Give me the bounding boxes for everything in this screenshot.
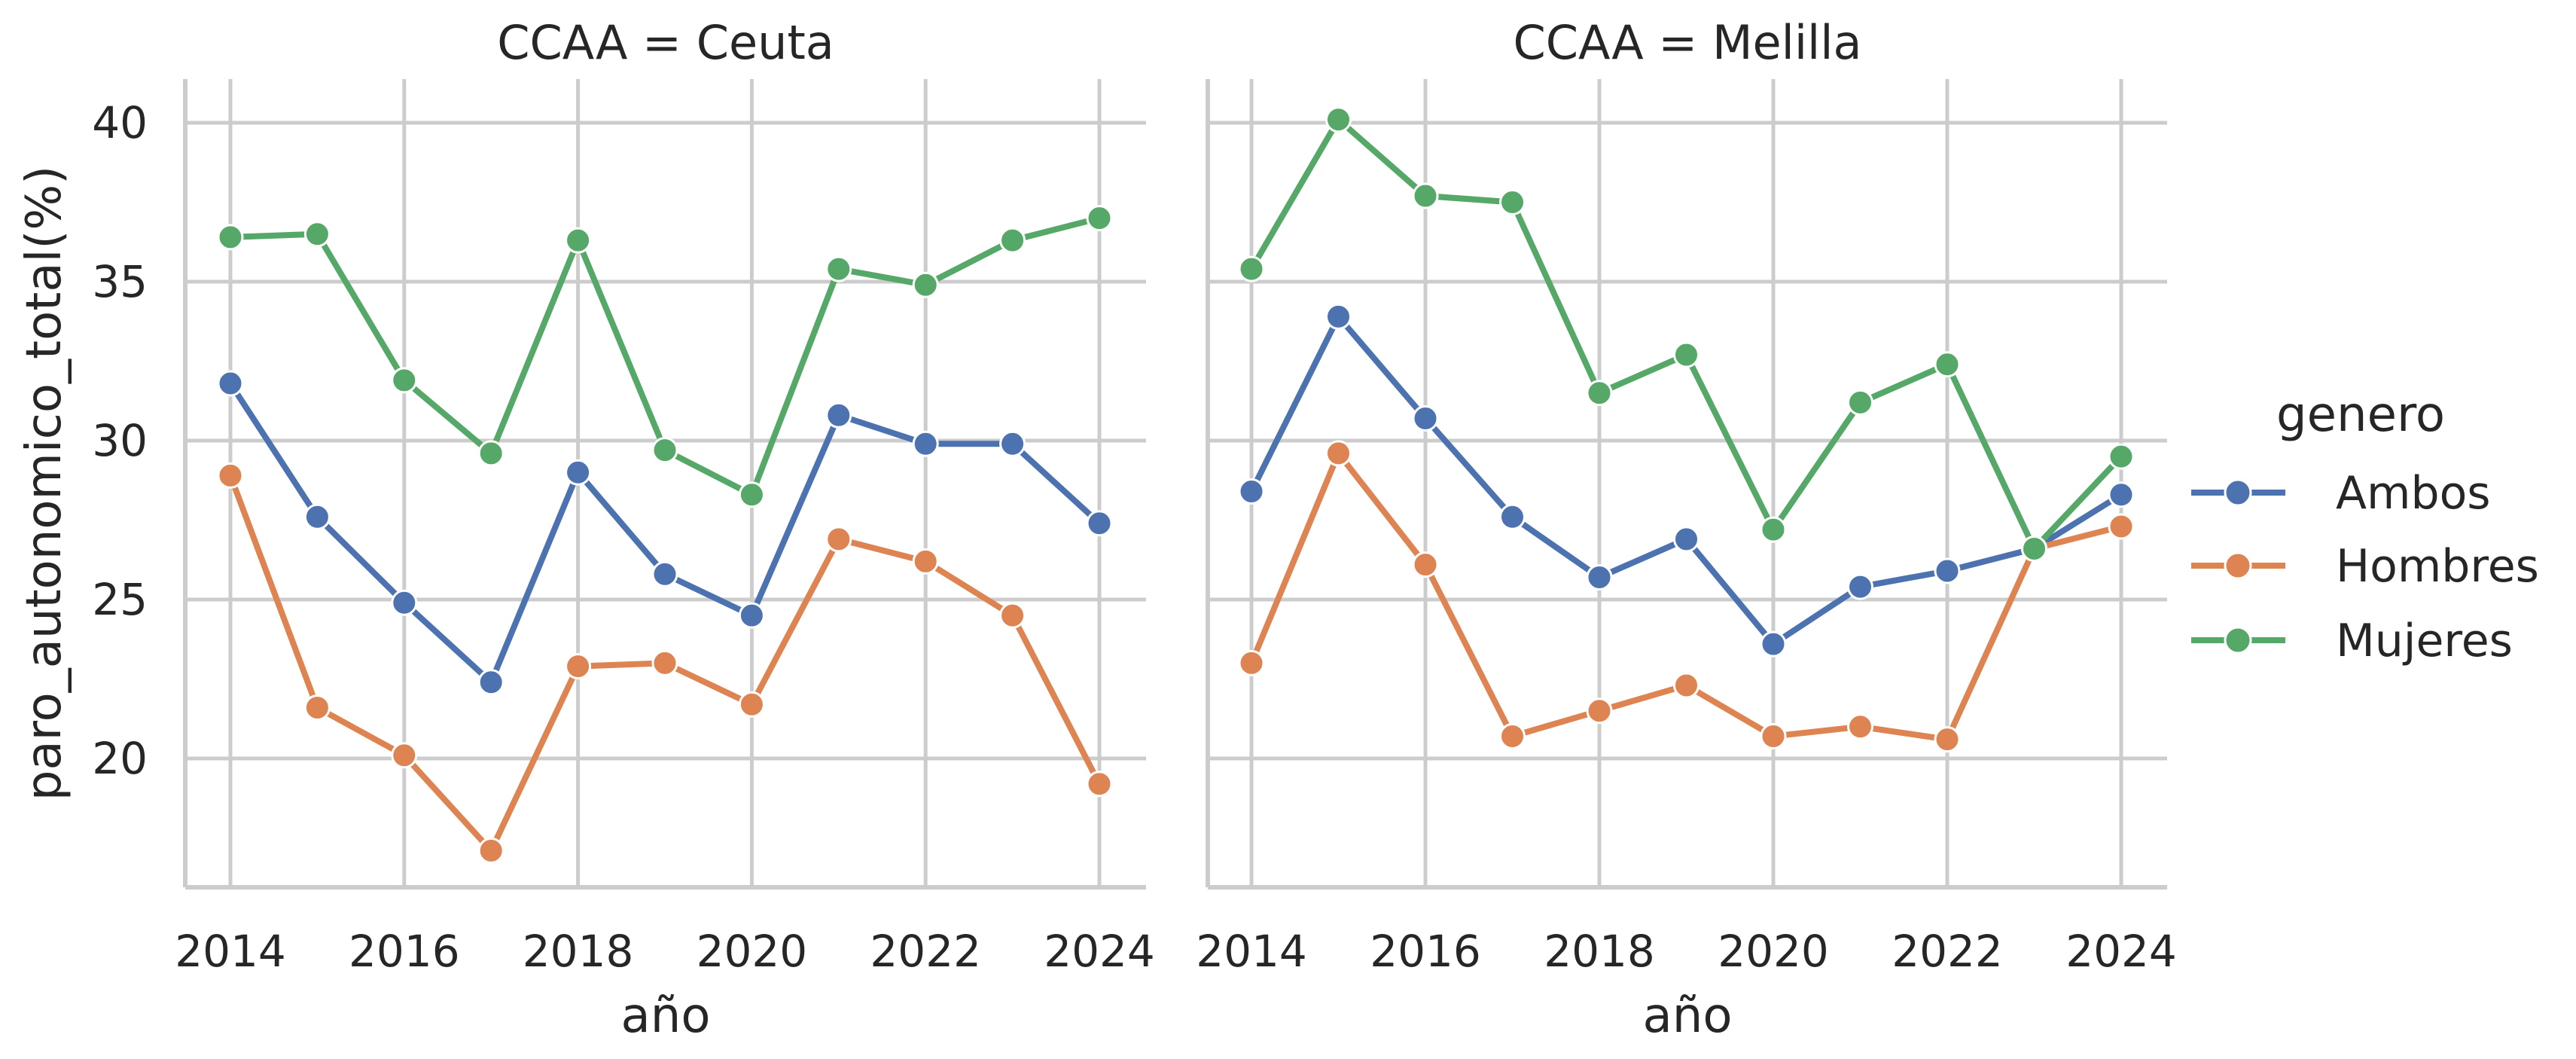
- data-point-hombres: [1673, 672, 1700, 699]
- legend-marker-hombres: [2224, 551, 2252, 580]
- data-point-hombres: [391, 742, 418, 769]
- data-point-hombres: [825, 526, 852, 553]
- data-point-mujeres: [651, 437, 678, 464]
- data-point-mujeres: [1086, 205, 1113, 232]
- data-point-mujeres: [1847, 389, 1873, 416]
- x-tick-label: 2014: [1196, 926, 1307, 977]
- data-point-hombres: [2108, 513, 2135, 540]
- data-point-ambos: [303, 503, 331, 530]
- series-line-mujeres: [1248, 116, 2124, 552]
- data-point-mujeres: [2021, 535, 2047, 562]
- data-point-ambos: [1086, 510, 1113, 537]
- data-point-mujeres: [1412, 182, 1439, 209]
- x-tick-label: 2024: [1044, 926, 1155, 977]
- data-point-mujeres: [999, 227, 1026, 254]
- data-point-hombres: [1934, 726, 1961, 753]
- x-tick-label: 2014: [175, 926, 286, 977]
- data-point-mujeres: [1586, 380, 1613, 407]
- data-point-hombres: [1412, 551, 1439, 578]
- y-tick-label: 35: [92, 256, 148, 307]
- data-point-mujeres: [912, 271, 939, 298]
- y-axis-label: paro_autonomico_total(%): [17, 166, 72, 801]
- legend-label-hombres: Hombres: [2336, 540, 2539, 593]
- data-point-hombres: [651, 649, 678, 676]
- data-point-hombres: [1238, 649, 1265, 676]
- data-point-hombres: [1586, 697, 1613, 725]
- data-point-mujeres: [303, 221, 331, 248]
- panel-title: CCAA = Ceuta: [497, 15, 834, 70]
- x-tick-label: 2022: [870, 926, 981, 977]
- x-tick-label: 2018: [523, 926, 634, 977]
- y-tick-label: 20: [92, 733, 148, 784]
- x-axis-label: año: [621, 988, 711, 1044]
- data-point-ambos: [565, 459, 592, 486]
- data-point-ambos: [1673, 526, 1700, 553]
- data-point-hombres: [303, 694, 331, 721]
- legend-marker-ambos: [2224, 478, 2252, 507]
- x-tick-label: 2020: [697, 926, 808, 977]
- data-point-hombres: [999, 602, 1026, 629]
- data-point-ambos: [1499, 503, 1526, 530]
- data-point-mujeres: [391, 367, 418, 394]
- data-point-ambos: [651, 560, 678, 587]
- x-tick-label: 2016: [349, 926, 460, 977]
- panel-title: CCAA = Melilla: [1513, 15, 1861, 70]
- data-point-hombres: [912, 548, 939, 575]
- legend-label-mujeres: Mujeres: [2336, 615, 2513, 667]
- data-point-mujeres: [477, 440, 505, 467]
- data-point-mujeres: [1325, 106, 1352, 133]
- data-point-hombres: [1847, 713, 1873, 740]
- data-point-ambos: [1412, 404, 1439, 432]
- data-point-ambos: [1847, 573, 1873, 600]
- data-point-ambos: [217, 370, 244, 397]
- data-point-mujeres: [2108, 443, 2135, 470]
- legend-label-ambos: Ambos: [2336, 467, 2491, 520]
- data-point-ambos: [912, 430, 939, 457]
- y-tick-label: 40: [92, 97, 148, 148]
- data-point-ambos: [1238, 478, 1265, 505]
- series-line-ambos: [227, 380, 1102, 685]
- data-point-mujeres: [1238, 255, 1265, 282]
- x-tick-label: 2020: [1718, 926, 1829, 977]
- data-point-ambos: [477, 669, 505, 696]
- x-tick-label: 2016: [1370, 926, 1481, 977]
- data-point-mujeres: [738, 481, 765, 508]
- data-point-hombres: [217, 462, 244, 489]
- data-point-ambos: [738, 602, 765, 629]
- data-point-mujeres: [565, 227, 592, 254]
- x-tick-label: 2022: [1892, 926, 2003, 977]
- data-point-ambos: [1325, 303, 1352, 330]
- data-point-mujeres: [1673, 341, 1700, 368]
- data-point-ambos: [2108, 481, 2135, 508]
- data-point-hombres: [738, 691, 765, 718]
- data-point-hombres: [477, 837, 505, 864]
- legend-marker-mujeres: [2224, 626, 2252, 655]
- data-point-hombres: [1760, 722, 1787, 749]
- data-point-hombres: [1325, 440, 1352, 467]
- data-point-ambos: [999, 430, 1026, 457]
- data-point-mujeres: [825, 255, 852, 282]
- y-tick-label: 30: [92, 415, 148, 466]
- x-axis-label: año: [1643, 988, 1733, 1044]
- data-point-ambos: [825, 401, 852, 429]
- x-tick-label: 2018: [1544, 926, 1655, 977]
- data-point-hombres: [1499, 722, 1526, 749]
- data-point-hombres: [565, 653, 592, 680]
- legend-title: genero: [2276, 387, 2445, 443]
- data-point-hombres: [1086, 771, 1113, 798]
- data-point-ambos: [1586, 563, 1613, 591]
- data-point-mujeres: [217, 224, 244, 251]
- data-point-mujeres: [1934, 351, 1961, 378]
- data-point-ambos: [1760, 630, 1787, 658]
- x-tick-label: 2024: [2065, 926, 2177, 977]
- data-point-mujeres: [1499, 189, 1526, 215]
- y-tick-label: 25: [92, 574, 148, 625]
- data-point-ambos: [391, 589, 418, 616]
- data-point-mujeres: [1760, 516, 1787, 543]
- data-point-ambos: [1934, 557, 1961, 584]
